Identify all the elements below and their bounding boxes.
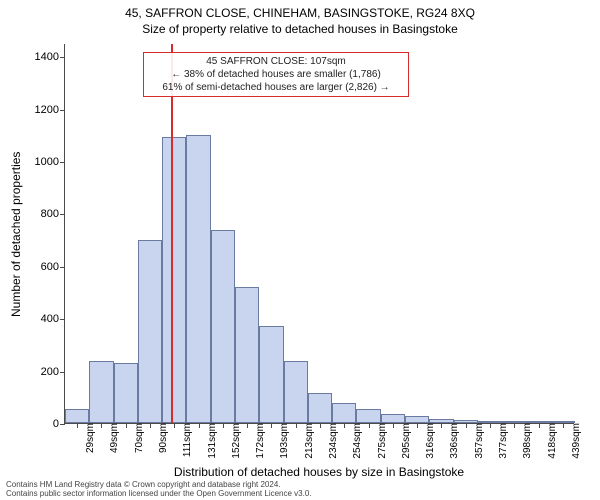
x-tick-mark [126, 423, 127, 428]
x-tick-mark [466, 423, 467, 428]
bar [162, 137, 186, 423]
x-tick-label: 49sqm [105, 423, 120, 453]
x-tick-label: 29sqm [81, 423, 96, 453]
x-tick-label: 336sqm [445, 423, 460, 459]
x-tick-mark [417, 423, 418, 428]
bar [356, 409, 380, 423]
bar [114, 363, 138, 423]
bar [211, 230, 235, 423]
x-tick-label: 70sqm [130, 423, 145, 453]
x-tick-mark [271, 423, 272, 428]
x-tick-mark [247, 423, 248, 428]
x-tick-label: 254sqm [348, 423, 363, 459]
bar [138, 240, 162, 423]
y-tick-mark [60, 267, 65, 268]
bar [308, 393, 332, 423]
y-tick-mark [60, 319, 65, 320]
reference-line [171, 44, 173, 423]
x-tick-mark [490, 423, 491, 428]
bars-layer [65, 44, 574, 423]
x-tick-label: 398sqm [518, 423, 533, 459]
footer-text: Contains HM Land Registry data © Crown c… [6, 481, 312, 499]
chart-title: 45, SAFFRON CLOSE, CHINEHAM, BASINGSTOKE… [0, 0, 600, 22]
y-tick-mark [60, 372, 65, 373]
bar [186, 135, 210, 423]
y-tick-mark [60, 424, 65, 425]
x-tick-mark [150, 423, 151, 428]
x-tick-label: 172sqm [251, 423, 266, 459]
x-tick-mark [77, 423, 78, 428]
x-tick-label: 439sqm [567, 423, 582, 459]
chart-container: 45, SAFFRON CLOSE, CHINEHAM, BASINGSTOKE… [0, 0, 600, 500]
x-tick-mark [393, 423, 394, 428]
x-tick-mark [199, 423, 200, 428]
x-tick-mark [563, 423, 564, 428]
bar [89, 361, 113, 423]
x-tick-label: 316sqm [421, 423, 436, 459]
x-tick-mark [320, 423, 321, 428]
x-tick-mark [344, 423, 345, 428]
x-tick-mark [174, 423, 175, 428]
bar [259, 326, 283, 423]
x-tick-label: 295sqm [397, 423, 412, 459]
x-axis-label: Distribution of detached houses by size … [64, 465, 574, 479]
x-tick-label: 275sqm [373, 423, 388, 459]
y-tick-mark [60, 214, 65, 215]
bar [235, 287, 259, 423]
footer-line-2: Contains public sector information licen… [6, 490, 312, 499]
x-tick-mark [539, 423, 540, 428]
x-tick-label: 131sqm [203, 423, 218, 459]
x-tick-label: 111sqm [178, 423, 193, 457]
x-tick-mark [514, 423, 515, 428]
x-tick-label: 418sqm [543, 423, 558, 459]
x-tick-label: 357sqm [470, 423, 485, 459]
chart-subtitle: Size of property relative to detached ho… [0, 22, 600, 40]
y-axis-label: Number of detached properties [8, 44, 24, 424]
bar [332, 403, 356, 423]
x-tick-mark [441, 423, 442, 428]
x-tick-mark [223, 423, 224, 428]
x-tick-label: 234sqm [324, 423, 339, 459]
annotation-line: ← 38% of detached houses are smaller (1,… [148, 68, 404, 81]
x-tick-mark [296, 423, 297, 428]
x-tick-mark [369, 423, 370, 428]
y-tick-mark [60, 57, 65, 58]
x-tick-label: 90sqm [154, 423, 169, 453]
x-tick-mark [101, 423, 102, 428]
plot-area: 0200400600800100012001400 29sqm49sqm70sq… [64, 44, 574, 424]
annotation-box: 45 SAFFRON CLOSE: 107sqm← 38% of detache… [143, 52, 409, 97]
annotation-line: 61% of semi-detached houses are larger (… [148, 81, 404, 94]
y-tick-mark [60, 162, 65, 163]
bar [284, 361, 308, 423]
bar [381, 414, 405, 423]
annotation-line: 45 SAFFRON CLOSE: 107sqm [148, 55, 404, 68]
x-tick-label: 377sqm [494, 423, 509, 459]
x-tick-label: 193sqm [275, 423, 290, 459]
bar [65, 409, 89, 423]
x-tick-label: 152sqm [227, 423, 242, 459]
y-tick-mark [60, 110, 65, 111]
x-tick-label: 213sqm [300, 423, 315, 459]
